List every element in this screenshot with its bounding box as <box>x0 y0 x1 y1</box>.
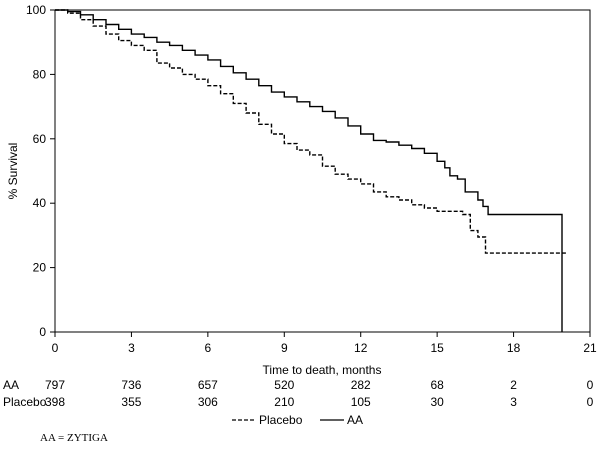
at-risk-count: 3 <box>510 395 517 409</box>
at-risk-count: 30 <box>430 395 444 409</box>
y-tick-label: 20 <box>33 261 47 275</box>
x-tick-label: 9 <box>281 341 288 355</box>
y-axis-ticks: 0 20 40 60 80 100 <box>26 3 55 339</box>
at-risk-count: 355 <box>121 395 141 409</box>
y-tick-label: 80 <box>33 67 47 81</box>
at-risk-count: 2 <box>510 378 517 392</box>
x-tick-label: 21 <box>583 341 597 355</box>
x-tick-label: 15 <box>430 341 444 355</box>
at-risk-count: 105 <box>351 395 371 409</box>
at-risk-count: 0 <box>587 378 594 392</box>
at-risk-row-label: Placebo <box>3 395 47 409</box>
plot-frame <box>54 9 591 333</box>
at-risk-count: 210 <box>274 395 294 409</box>
at-risk-count: 306 <box>198 395 218 409</box>
at-risk-count: 398 <box>45 395 65 409</box>
legend: Placebo AA <box>232 413 363 427</box>
y-tick-label: 60 <box>33 132 47 146</box>
at-risk-count: 736 <box>121 378 141 392</box>
at-risk-count: 520 <box>274 378 294 392</box>
at-risk-count: 68 <box>430 378 444 392</box>
y-tick-label: 40 <box>33 196 47 210</box>
survival-curves <box>55 9 568 332</box>
x-tick-label: 6 <box>205 341 212 355</box>
x-tick-label: 0 <box>52 341 59 355</box>
at-risk-row-label: AA <box>3 378 19 392</box>
legend-label: Placebo <box>259 413 303 427</box>
y-axis-label: % Survival <box>6 143 20 200</box>
footnote: AA = ZYTIGA <box>40 432 108 444</box>
survival-line-placebo <box>55 9 568 254</box>
at-risk-count: 282 <box>351 378 371 392</box>
x-tick-label: 18 <box>507 341 521 355</box>
at-risk-count: 797 <box>45 378 65 392</box>
survival-line-aa <box>55 9 563 332</box>
at-risk-count: 0 <box>587 395 594 409</box>
y-tick-label: 100 <box>26 3 46 17</box>
legend-label: AA <box>347 413 363 427</box>
x-tick-label: 12 <box>354 341 368 355</box>
x-axis-ticks: 0 3 6 9 12 15 18 21 <box>52 332 597 355</box>
x-axis-label: Time to death, months <box>263 363 382 377</box>
y-tick-label: 0 <box>39 325 46 339</box>
at-risk-count: 657 <box>198 378 218 392</box>
x-tick-label: 3 <box>128 341 135 355</box>
